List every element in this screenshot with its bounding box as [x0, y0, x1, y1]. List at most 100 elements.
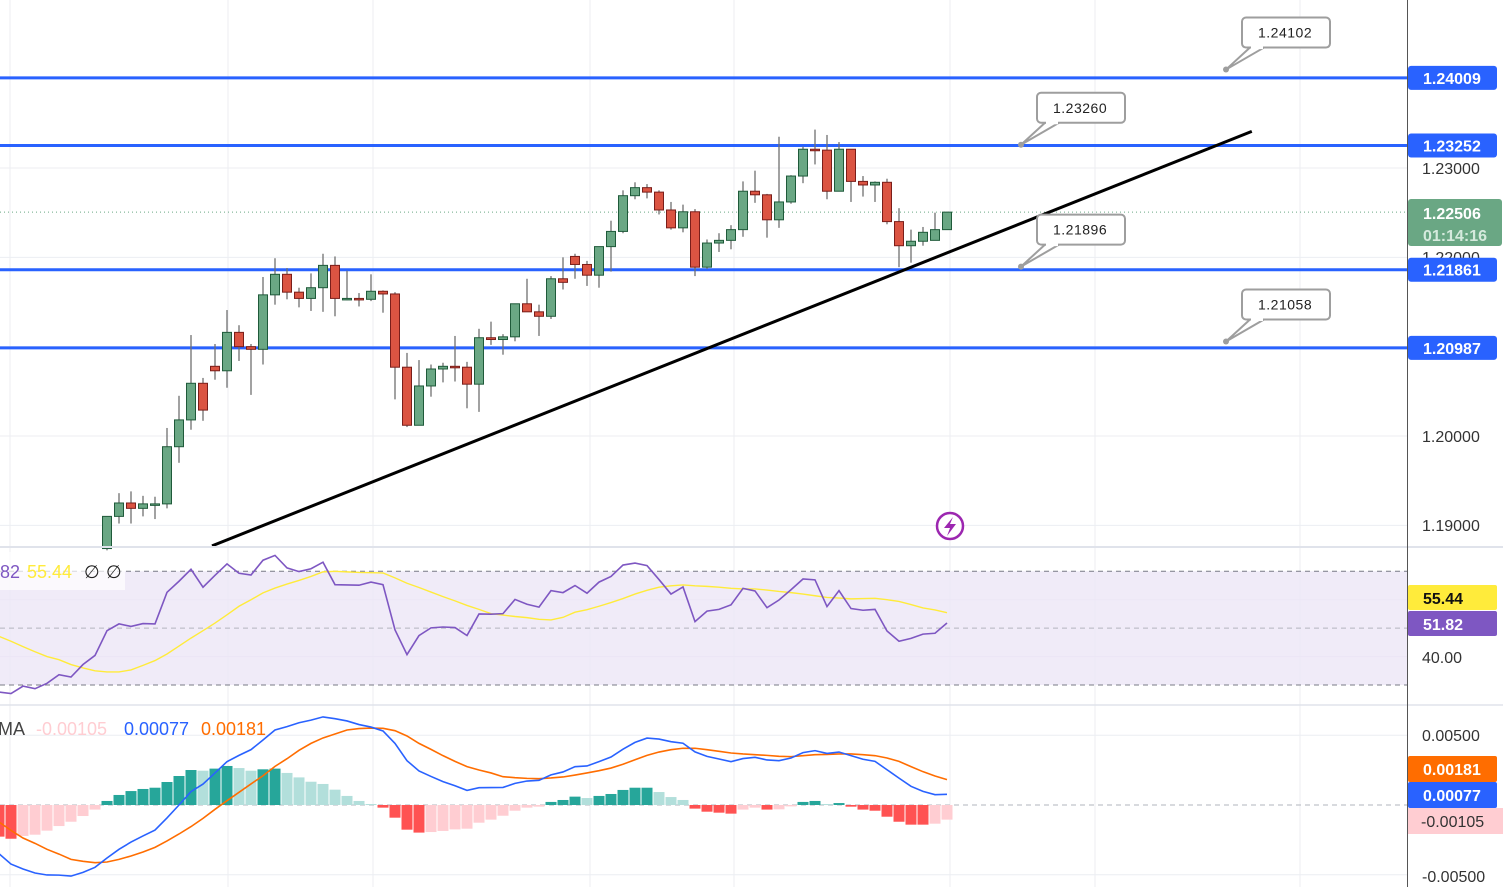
- macd-histogram-bar: [113, 794, 125, 805]
- candle-body: [378, 290, 388, 295]
- macd-histogram-bar: [77, 805, 89, 817]
- price-callout[interactable]: 1.21058: [1223, 288, 1331, 345]
- candle: [582, 260, 592, 286]
- signal-tag-label: 0.00181: [1423, 762, 1481, 779]
- candle-body: [642, 187, 652, 193]
- candle-body: [834, 148, 844, 192]
- candle-body: [606, 230, 616, 248]
- histogram-legend-value: -0.00105: [36, 719, 107, 739]
- candle-body: [630, 187, 640, 197]
- price-tick: 1.19000: [1422, 518, 1480, 535]
- candle: [630, 182, 640, 200]
- candle-body: [150, 503, 160, 506]
- macd-histogram-bar: [461, 805, 473, 829]
- macd-histogram-bar: [893, 805, 905, 822]
- macd-histogram-bar: [833, 803, 845, 805]
- candle-body: [438, 365, 448, 370]
- candle: [270, 258, 280, 305]
- candle: [330, 256, 340, 317]
- candle-body: [714, 239, 724, 244]
- macd-histogram-bar: [713, 805, 725, 813]
- candle-body: [654, 191, 664, 211]
- candle-body: [522, 303, 532, 313]
- macd-histogram-bar: [497, 805, 509, 816]
- macd-histogram-bar: [0, 805, 5, 837]
- lightning-icon[interactable]: [935, 511, 965, 541]
- price-callout[interactable]: 1.21896: [1018, 213, 1126, 270]
- macd-tag: [1408, 782, 1497, 808]
- rsi-lines: [0, 554, 948, 695]
- macd-histogram-bar: [545, 801, 557, 805]
- candle-body: [894, 221, 904, 247]
- macd-histogram-bar: [485, 805, 497, 820]
- candle-body: [678, 211, 688, 229]
- macd-histogram-bar: [365, 804, 377, 806]
- macd-histogram-bar: [737, 805, 749, 810]
- price-callout[interactable]: 1.23260: [1018, 91, 1126, 148]
- candle: [726, 225, 736, 250]
- candle: [186, 335, 196, 430]
- candle-body: [810, 148, 820, 152]
- candle-body: [450, 365, 460, 369]
- histogram-tag-label: -0.00105: [1421, 814, 1484, 831]
- candle: [510, 303, 520, 342]
- candle: [246, 343, 256, 395]
- candle-body: [582, 263, 592, 276]
- candle-body: [906, 240, 916, 247]
- candle: [774, 136, 784, 228]
- candle-body: [210, 365, 220, 372]
- candle-body: [822, 149, 832, 192]
- candle: [210, 343, 220, 380]
- candle: [894, 208, 904, 268]
- macd-histogram-bar: [5, 805, 17, 839]
- candle: [558, 257, 568, 290]
- price-callouts[interactable]: 1.24102 1.23260 1.21896 1.21058: [1018, 16, 1331, 345]
- callout-label: 1.24102: [1258, 25, 1312, 41]
- candle-body: [930, 229, 940, 241]
- macd-histogram-bar: [161, 781, 173, 805]
- candle: [606, 220, 616, 272]
- callout-pointer: [1020, 121, 1063, 146]
- candle-body: [294, 291, 304, 299]
- macd-histogram-bar: [917, 805, 929, 825]
- callout-anchor-dot: [1018, 141, 1024, 148]
- candle: [654, 190, 664, 215]
- macd-histogram-bar: [281, 772, 293, 805]
- price-callout[interactable]: 1.24102: [1223, 16, 1331, 73]
- macd-lines: [0, 716, 948, 877]
- macd-histogram-bar: [905, 805, 917, 825]
- rsi-legend-extra: ∅: [106, 562, 122, 582]
- horizontal-levels[interactable]: [0, 76, 1407, 350]
- macd-histogram: [0, 765, 953, 839]
- macd-histogram-bar: [17, 805, 29, 836]
- candle: [738, 181, 748, 237]
- macd-histogram-bar: [89, 805, 101, 810]
- rsi-legend-bg: [0, 552, 125, 590]
- level-price-label: 1.24009: [1423, 71, 1481, 88]
- candle-body: [702, 242, 712, 268]
- macd-histogram-bar: [185, 770, 197, 805]
- macd-histogram-bar: [317, 783, 329, 805]
- macd-histogram-bar: [389, 805, 401, 818]
- level-price-tag: [1408, 257, 1497, 282]
- macd-histogram-bar: [689, 805, 701, 809]
- candle-body: [774, 201, 784, 221]
- candle-body: [750, 190, 760, 196]
- candle: [354, 293, 364, 307]
- candle: [150, 496, 160, 520]
- level-price-label: 1.21861: [1423, 263, 1481, 280]
- candle: [690, 209, 700, 277]
- macd-histogram-bar: [509, 805, 521, 811]
- candle-body: [942, 211, 952, 231]
- candle-body: [762, 194, 772, 221]
- candle: [294, 287, 304, 308]
- trendline[interactable]: [211, 129, 1253, 548]
- macd-histogram-bar: [773, 805, 785, 810]
- signal-line: [0, 727, 948, 864]
- candle-body: [390, 293, 400, 368]
- candle: [282, 268, 292, 300]
- candle-body: [534, 311, 544, 317]
- candle-body: [258, 294, 268, 350]
- macd-histogram-bar: [137, 788, 149, 805]
